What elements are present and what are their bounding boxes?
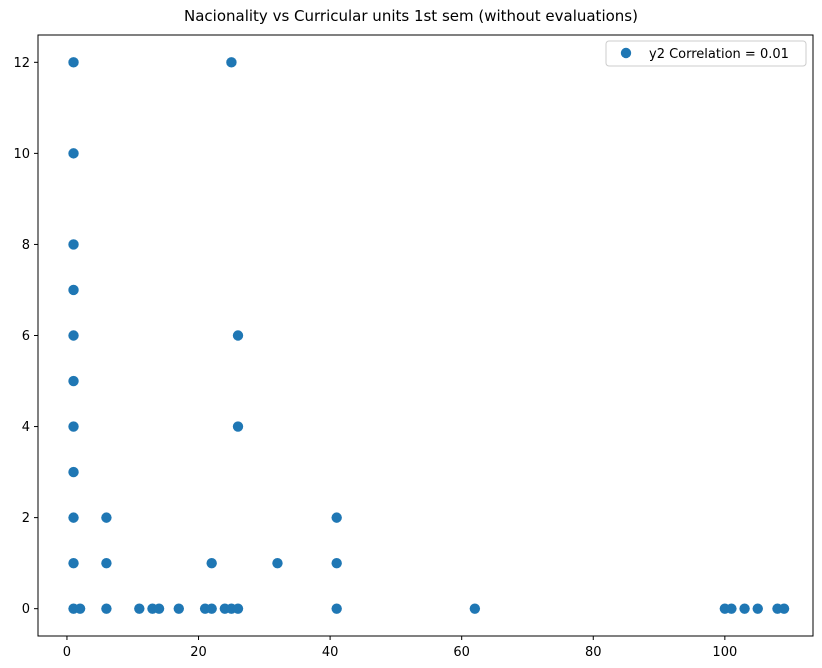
scatter-point bbox=[272, 557, 283, 569]
plot-frame bbox=[37, 34, 814, 637]
y-axis: 0 2 4 6 8 10 12 bbox=[13, 56, 38, 617]
y-tick-label: 6 bbox=[22, 329, 30, 344]
scatter-point bbox=[739, 603, 750, 614]
scatter-point bbox=[68, 284, 79, 296]
scatter-point bbox=[331, 603, 342, 614]
scatter-point bbox=[101, 603, 112, 614]
scatter-point bbox=[331, 512, 342, 523]
x-tick-label: 0 bbox=[63, 645, 71, 660]
y-tick-label: 12 bbox=[13, 56, 30, 71]
legend: y2 Correlation = 0.01 bbox=[605, 40, 807, 67]
x-tick-label: 20 bbox=[190, 645, 207, 660]
y-tick-label: 2 bbox=[22, 511, 30, 526]
scatter-point bbox=[68, 466, 79, 478]
scatter-point bbox=[101, 557, 112, 569]
scatter-point bbox=[232, 421, 244, 432]
x-tick-label: 100 bbox=[712, 645, 737, 660]
scatter-point bbox=[752, 603, 763, 614]
scatter-point bbox=[68, 375, 79, 387]
scatter-point bbox=[726, 603, 737, 614]
scatter-point bbox=[134, 603, 145, 614]
scatter-point bbox=[74, 603, 86, 614]
y-tick-label: 8 bbox=[22, 238, 30, 253]
scatter-point bbox=[226, 57, 237, 68]
scatter-point bbox=[68, 148, 79, 159]
scatter-point bbox=[173, 603, 184, 614]
x-tick-label: 80 bbox=[585, 645, 602, 660]
scatter-point bbox=[68, 512, 79, 523]
scatter-point bbox=[206, 603, 217, 614]
x-axis: 0 20 40 60 80 100 bbox=[63, 636, 737, 660]
scatter-point bbox=[469, 603, 481, 614]
scatter-point bbox=[206, 557, 217, 569]
scatter-point bbox=[68, 57, 79, 68]
x-tick-label: 40 bbox=[322, 645, 339, 660]
y-tick-label: 0 bbox=[22, 602, 30, 617]
chart-title: Nacionality vs Curricular units 1st sem … bbox=[184, 7, 638, 25]
scatter-point bbox=[153, 603, 165, 614]
y-tick-label: 10 bbox=[13, 147, 30, 162]
y-tick-label: 4 bbox=[22, 420, 30, 435]
legend-label: y2 Correlation = 0.01 bbox=[649, 47, 789, 62]
plot-marks bbox=[68, 57, 790, 614]
scatter-point bbox=[68, 421, 79, 432]
scatter-point bbox=[232, 330, 244, 341]
scatter-point bbox=[232, 603, 244, 614]
scatter-point bbox=[68, 330, 79, 341]
scatter-point bbox=[778, 603, 790, 614]
x-tick-label: 60 bbox=[453, 645, 470, 660]
scatter-point bbox=[68, 557, 79, 569]
legend-box bbox=[605, 40, 807, 67]
scatter-point bbox=[101, 512, 112, 523]
legend-marker bbox=[620, 47, 632, 59]
scatter-point bbox=[331, 557, 342, 569]
scatter-point bbox=[68, 239, 79, 250]
